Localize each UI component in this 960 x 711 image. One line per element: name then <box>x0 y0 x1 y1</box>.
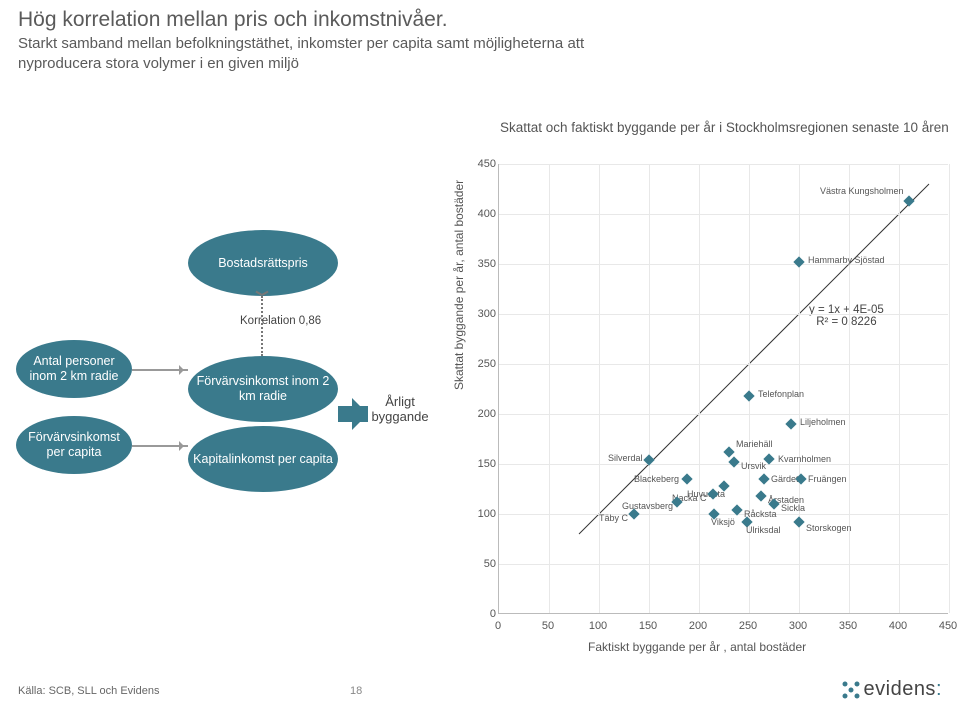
output-line1: Årligt <box>385 394 415 409</box>
flow-diagram: Bostadsrättspris Korrelation 0,86 Förvär… <box>8 230 438 580</box>
x-tick: 100 <box>589 620 607 632</box>
x-tick: 150 <box>639 620 657 632</box>
x-axis-label: Faktiskt byggande per år , antal bostäde… <box>588 640 806 654</box>
point-label: Hammarby Sjöstad <box>808 255 885 265</box>
point-label: Kvarnholmen <box>778 454 831 464</box>
x-tick: 350 <box>839 620 857 632</box>
brand-logo: evidens: <box>842 678 943 701</box>
point-label: Gustavsberg <box>622 501 673 511</box>
regression-equation: y = 1x + 4E-05 R² = 0,8226 <box>809 304 884 328</box>
connector-cap-top <box>255 294 269 300</box>
y-axis-label: Skattat byggande per år, antal bostäder <box>452 180 466 390</box>
data-point <box>743 390 754 401</box>
eq-line2: R² = 0,8226 <box>816 316 876 328</box>
point-label: Storskogen <box>806 523 852 533</box>
logo-icon <box>842 681 860 699</box>
output-label: Årligt byggande <box>360 394 440 424</box>
x-tick: 300 <box>789 620 807 632</box>
y-tick: 0 <box>490 608 496 620</box>
brand-name: evidens <box>864 678 936 700</box>
point-label: Sickla <box>781 503 805 513</box>
node-income-2km: Förvärvsinkomst inom 2 km radie <box>188 356 338 422</box>
y-tick: 100 <box>478 508 496 520</box>
point-label: Liljeholmen <box>800 417 846 427</box>
arrow-icon <box>132 445 188 447</box>
x-tick: 200 <box>689 620 707 632</box>
brand-dot: : <box>936 678 942 700</box>
page-subtitle: Starkt samband mellan befolkningstäthet,… <box>18 34 638 75</box>
page-title: Hög korrelation mellan pris och inkomstn… <box>18 8 448 32</box>
data-point <box>758 473 769 484</box>
point-label: Täby C <box>599 513 628 523</box>
point-label: Fruängen <box>808 474 847 484</box>
x-tick: 450 <box>939 620 957 632</box>
output-line2: byggande <box>371 409 428 424</box>
arrow-icon <box>132 369 188 371</box>
point-label: Telefonplan <box>758 389 804 399</box>
y-tick: 50 <box>484 558 496 570</box>
source-label: Källa: SCB, SLL och Evidens <box>18 685 159 697</box>
point-label: Mariehäll <box>736 439 773 449</box>
node-capital-income: Kapitalinkomst per capita <box>188 426 338 492</box>
y-tick: 400 <box>478 208 496 220</box>
data-point <box>793 256 804 267</box>
y-tick: 450 <box>478 158 496 170</box>
correlation-label: Korrelation 0,86 <box>240 315 321 327</box>
node-price: Bostadsrättspris <box>188 230 338 296</box>
x-tick: 400 <box>889 620 907 632</box>
y-tick: 150 <box>478 458 496 470</box>
trend-line <box>499 164 948 613</box>
page-number: 18 <box>350 685 362 697</box>
data-point <box>681 473 692 484</box>
point-label: Västra Kungsholmen <box>820 186 904 196</box>
chart-title: Skattat och faktiskt byggande per år i S… <box>500 120 949 135</box>
x-tick: 50 <box>542 620 554 632</box>
data-point <box>903 195 914 206</box>
y-tick: 350 <box>478 258 496 270</box>
scatter-chart: Skattat och faktiskt byggande per år i S… <box>448 120 952 650</box>
plot-area: y = 1x + 4E-05 R² = 0,8226 Västra Kungsh… <box>498 164 948 614</box>
data-point <box>785 418 796 429</box>
point-label: Ursvik <box>741 461 766 471</box>
data-point <box>728 456 739 467</box>
point-label: Blackeberg <box>634 474 679 484</box>
y-tick: 200 <box>478 408 496 420</box>
point-label: Ulriksdal <box>746 525 781 535</box>
node-population-2km: Antal personer inom 2 km radie <box>16 340 132 398</box>
x-tick: 0 <box>495 620 501 632</box>
y-tick: 250 <box>478 358 496 370</box>
data-point <box>793 516 804 527</box>
point-label: Viksjö <box>711 517 735 527</box>
x-tick: 250 <box>739 620 757 632</box>
y-tick: 300 <box>478 308 496 320</box>
node-employment-income: Förvärvsinkomst per capita <box>16 416 132 474</box>
data-point <box>755 490 766 501</box>
point-label: Silverdal <box>608 453 643 463</box>
